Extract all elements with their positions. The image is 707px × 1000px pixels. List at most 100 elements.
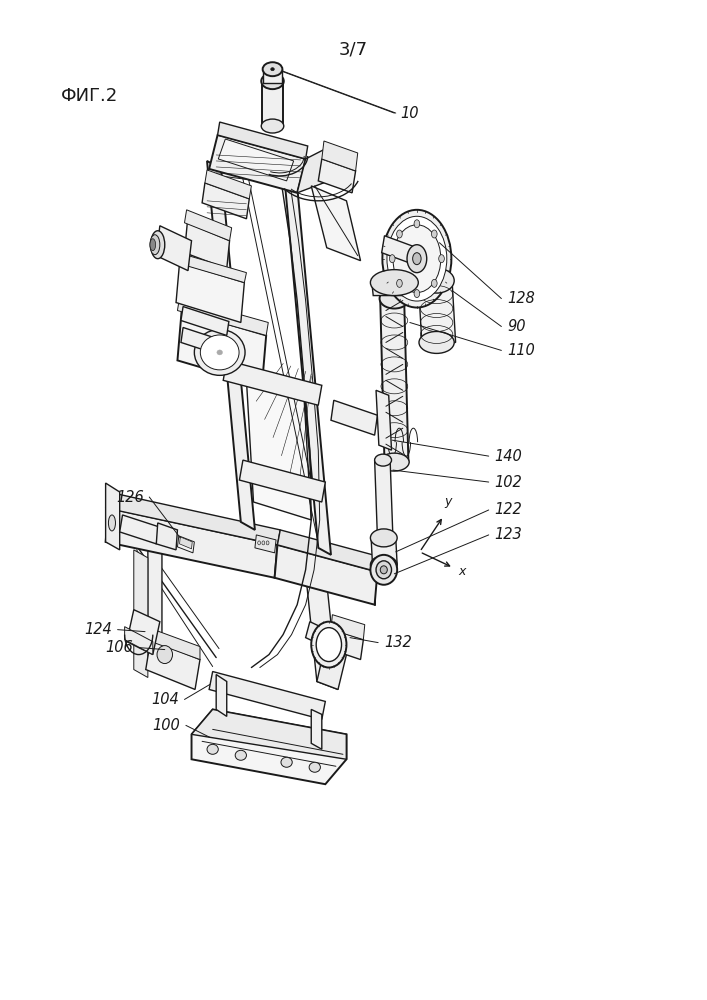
Polygon shape	[209, 135, 305, 193]
Polygon shape	[209, 672, 325, 719]
Ellipse shape	[316, 628, 341, 662]
Ellipse shape	[382, 210, 451, 308]
Ellipse shape	[235, 750, 247, 760]
Polygon shape	[331, 615, 365, 640]
Polygon shape	[124, 627, 153, 655]
Polygon shape	[156, 523, 177, 550]
Polygon shape	[202, 183, 250, 219]
Ellipse shape	[262, 541, 264, 545]
Ellipse shape	[419, 268, 454, 293]
Text: 110: 110	[507, 343, 534, 358]
Polygon shape	[146, 627, 200, 660]
Text: y: y	[444, 495, 452, 508]
Polygon shape	[255, 535, 276, 553]
Polygon shape	[304, 560, 338, 689]
Ellipse shape	[266, 541, 269, 545]
Text: 3/7: 3/7	[339, 40, 368, 58]
Ellipse shape	[419, 331, 454, 353]
Polygon shape	[284, 179, 331, 555]
Text: 104: 104	[151, 692, 179, 707]
Polygon shape	[105, 492, 280, 545]
Polygon shape	[264, 69, 281, 83]
Polygon shape	[297, 146, 331, 193]
Polygon shape	[220, 169, 297, 186]
Polygon shape	[148, 542, 162, 670]
Polygon shape	[218, 139, 293, 181]
Polygon shape	[216, 675, 227, 716]
Polygon shape	[372, 283, 419, 296]
Ellipse shape	[311, 622, 346, 668]
Ellipse shape	[370, 555, 397, 585]
Polygon shape	[177, 311, 266, 385]
Ellipse shape	[258, 541, 261, 545]
Ellipse shape	[150, 239, 156, 251]
Text: 122: 122	[494, 502, 522, 517]
Ellipse shape	[370, 529, 397, 547]
Ellipse shape	[263, 62, 282, 76]
Ellipse shape	[431, 230, 437, 238]
Polygon shape	[371, 538, 397, 565]
Polygon shape	[134, 550, 148, 678]
Text: ФИГ.2: ФИГ.2	[62, 87, 119, 105]
Polygon shape	[176, 263, 245, 322]
Polygon shape	[192, 709, 346, 784]
Ellipse shape	[150, 235, 160, 255]
Ellipse shape	[217, 350, 223, 355]
Text: 132: 132	[384, 635, 411, 650]
Ellipse shape	[108, 515, 115, 531]
Polygon shape	[156, 226, 192, 271]
Text: x: x	[458, 565, 466, 578]
Ellipse shape	[200, 335, 239, 370]
Ellipse shape	[439, 255, 444, 263]
Ellipse shape	[397, 279, 402, 287]
Ellipse shape	[271, 68, 274, 71]
Polygon shape	[331, 630, 363, 660]
Polygon shape	[205, 170, 252, 199]
Polygon shape	[311, 709, 322, 749]
Polygon shape	[185, 223, 230, 269]
Ellipse shape	[414, 220, 420, 228]
Polygon shape	[127, 610, 160, 655]
Text: 126: 126	[116, 490, 144, 505]
Polygon shape	[176, 253, 247, 283]
Text: 10: 10	[400, 106, 419, 121]
Polygon shape	[382, 236, 420, 266]
Text: 90: 90	[507, 319, 525, 334]
Polygon shape	[119, 515, 159, 544]
Ellipse shape	[370, 556, 397, 574]
Ellipse shape	[431, 279, 437, 287]
Polygon shape	[322, 141, 358, 171]
Polygon shape	[181, 307, 229, 335]
Polygon shape	[177, 536, 194, 553]
Text: 100: 100	[153, 718, 180, 733]
Text: 106: 106	[105, 640, 133, 655]
Ellipse shape	[375, 454, 392, 466]
Text: 128: 128	[507, 291, 534, 306]
Polygon shape	[380, 301, 409, 462]
Ellipse shape	[407, 245, 427, 273]
Polygon shape	[305, 622, 331, 648]
Polygon shape	[331, 400, 378, 435]
Polygon shape	[311, 186, 361, 261]
Polygon shape	[375, 460, 393, 538]
Polygon shape	[146, 640, 200, 689]
Polygon shape	[376, 390, 392, 450]
Ellipse shape	[194, 329, 245, 375]
Ellipse shape	[390, 255, 395, 263]
Text: 140: 140	[494, 449, 522, 464]
Ellipse shape	[414, 290, 420, 298]
Polygon shape	[181, 327, 229, 357]
Polygon shape	[274, 545, 378, 605]
Ellipse shape	[380, 453, 409, 471]
Ellipse shape	[387, 216, 447, 301]
Polygon shape	[240, 460, 325, 502]
Polygon shape	[177, 298, 268, 335]
Ellipse shape	[380, 566, 387, 574]
Polygon shape	[105, 483, 119, 550]
Text: 102: 102	[494, 475, 522, 490]
Text: 124: 124	[84, 622, 112, 637]
Ellipse shape	[157, 646, 173, 664]
Polygon shape	[223, 360, 322, 405]
Polygon shape	[419, 281, 455, 342]
Ellipse shape	[262, 119, 284, 133]
